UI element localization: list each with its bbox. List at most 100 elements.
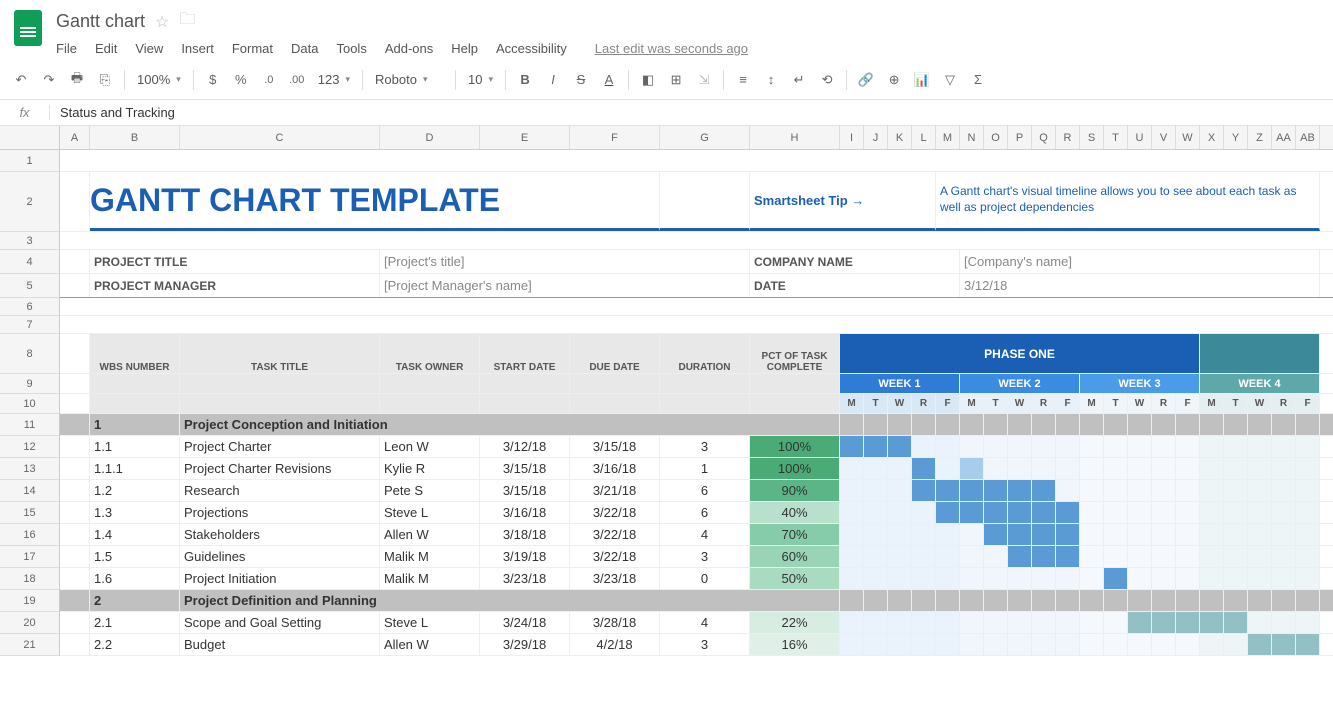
- link-button[interactable]: 🔗: [853, 67, 879, 93]
- col-header-AA[interactable]: AA: [1272, 126, 1296, 149]
- percent-button[interactable]: %: [228, 67, 254, 93]
- paint-format-button[interactable]: ⎘: [92, 67, 118, 93]
- col-header-I[interactable]: I: [840, 126, 864, 149]
- row-header-14[interactable]: 14: [0, 480, 59, 502]
- col-header-E[interactable]: E: [480, 126, 570, 149]
- undo-button[interactable]: ↶: [8, 67, 34, 93]
- row-header-17[interactable]: 17: [0, 546, 59, 568]
- col-header-D[interactable]: D: [380, 126, 480, 149]
- row-header-21[interactable]: 21: [0, 634, 59, 656]
- formula-input[interactable]: Status and Tracking: [50, 105, 1333, 120]
- col-header-T[interactable]: T: [1104, 126, 1128, 149]
- functions-button[interactable]: Σ: [965, 67, 991, 93]
- row-header-15[interactable]: 15: [0, 502, 59, 524]
- zoom-dropdown[interactable]: 100%: [131, 67, 187, 93]
- col-header-J[interactable]: J: [864, 126, 888, 149]
- col-header-M[interactable]: M: [936, 126, 960, 149]
- menu-insert[interactable]: Insert: [181, 41, 214, 56]
- table-header-5: DURATION: [660, 334, 750, 373]
- redo-button[interactable]: ↷: [36, 67, 62, 93]
- sheet-content[interactable]: GANTT CHART TEMPLATESmartsheet Tip →A Ga…: [60, 150, 1333, 656]
- col-header-V[interactable]: V: [1152, 126, 1176, 149]
- fill-color-button[interactable]: ◧: [635, 67, 661, 93]
- h-align-button[interactable]: ≡: [730, 67, 756, 93]
- col-header-O[interactable]: O: [984, 126, 1008, 149]
- menu-help[interactable]: Help: [451, 41, 478, 56]
- row-header-5[interactable]: 5: [0, 274, 59, 298]
- row-header-16[interactable]: 16: [0, 524, 59, 546]
- col-header-N[interactable]: N: [960, 126, 984, 149]
- italic-button[interactable]: I: [540, 67, 566, 93]
- row-header-19[interactable]: 19−: [0, 590, 59, 612]
- col-header-H[interactable]: H: [750, 126, 840, 149]
- col-header-F[interactable]: F: [570, 126, 660, 149]
- smartsheet-tip-link[interactable]: Smartsheet Tip →: [750, 172, 936, 231]
- col-header-X[interactable]: X: [1200, 126, 1224, 149]
- borders-button[interactable]: ⊞: [663, 67, 689, 93]
- col-header-Q[interactable]: Q: [1032, 126, 1056, 149]
- col-header-S[interactable]: S: [1080, 126, 1104, 149]
- row-header-4[interactable]: 4: [0, 250, 59, 274]
- col-header-P[interactable]: P: [1008, 126, 1032, 149]
- col-header-Y[interactable]: Y: [1224, 126, 1248, 149]
- v-align-button[interactable]: ↕: [758, 67, 784, 93]
- col-header-A[interactable]: A: [60, 126, 90, 149]
- col-header-R[interactable]: R: [1056, 126, 1080, 149]
- rotate-button[interactable]: ⟲: [814, 67, 840, 93]
- strikethrough-button[interactable]: S: [568, 67, 594, 93]
- col-header-G[interactable]: G: [660, 126, 750, 149]
- menu-add-ons[interactable]: Add-ons: [385, 41, 433, 56]
- merge-button[interactable]: ⇲: [691, 67, 717, 93]
- text-color-button[interactable]: A: [596, 67, 622, 93]
- folder-icon[interactable]: 🗀: [179, 8, 195, 35]
- wrap-button[interactable]: ↵: [786, 67, 812, 93]
- select-all-corner[interactable]: [0, 126, 60, 149]
- row-header-11[interactable]: 11−: [0, 414, 59, 436]
- print-button[interactable]: 🖶: [64, 67, 90, 93]
- row-header-2[interactable]: 2: [0, 172, 59, 232]
- col-header-AB[interactable]: AB: [1296, 126, 1320, 149]
- row-header-10[interactable]: 10: [0, 394, 59, 414]
- menu-accessibility[interactable]: Accessibility: [496, 41, 567, 56]
- row-header-20[interactable]: 20: [0, 612, 59, 634]
- document-title[interactable]: Gantt chart: [56, 11, 145, 32]
- font-size-dropdown[interactable]: 10: [462, 67, 499, 93]
- row-header-6[interactable]: 6: [0, 298, 59, 316]
- menu-data[interactable]: Data: [291, 41, 318, 56]
- row-header-18[interactable]: 18: [0, 568, 59, 590]
- menu-file[interactable]: File: [56, 41, 77, 56]
- task-owner: Pete S: [380, 480, 480, 501]
- row-header-1[interactable]: 1: [0, 150, 59, 172]
- table-header-0: WBS NUMBER: [90, 334, 180, 373]
- row-header-3[interactable]: 3: [0, 232, 59, 250]
- row-header-7[interactable]: 7: [0, 316, 59, 334]
- project-title-label: PROJECT TITLE: [90, 250, 380, 273]
- col-header-U[interactable]: U: [1128, 126, 1152, 149]
- row-header-8[interactable]: 8: [0, 334, 59, 374]
- row-header-13[interactable]: 13: [0, 458, 59, 480]
- col-header-W[interactable]: W: [1176, 126, 1200, 149]
- star-icon[interactable]: ☆: [155, 12, 169, 32]
- menu-view[interactable]: View: [135, 41, 163, 56]
- col-header-L[interactable]: L: [912, 126, 936, 149]
- col-header-Z[interactable]: Z: [1248, 126, 1272, 149]
- increase-decimal-button[interactable]: .00: [284, 67, 310, 93]
- menu-edit[interactable]: Edit: [95, 41, 117, 56]
- font-dropdown[interactable]: Roboto: [369, 67, 449, 93]
- chart-button[interactable]: 📊: [909, 67, 935, 93]
- col-header-C[interactable]: C: [180, 126, 380, 149]
- col-header-B[interactable]: B: [90, 126, 180, 149]
- bold-button[interactable]: B: [512, 67, 538, 93]
- comment-button[interactable]: ⊕: [881, 67, 907, 93]
- last-edit-link[interactable]: Last edit was seconds ago: [595, 41, 748, 56]
- currency-button[interactable]: $: [200, 67, 226, 93]
- format-dropdown[interactable]: 123: [312, 67, 356, 93]
- row-header-12[interactable]: 12: [0, 436, 59, 458]
- col-header-K[interactable]: K: [888, 126, 912, 149]
- menu-format[interactable]: Format: [232, 41, 273, 56]
- decrease-decimal-button[interactable]: .0: [256, 67, 282, 93]
- task-due: 4/2/18: [570, 634, 660, 655]
- row-header-9[interactable]: 9: [0, 374, 59, 394]
- menu-tools[interactable]: Tools: [336, 41, 366, 56]
- filter-button[interactable]: ▽: [937, 67, 963, 93]
